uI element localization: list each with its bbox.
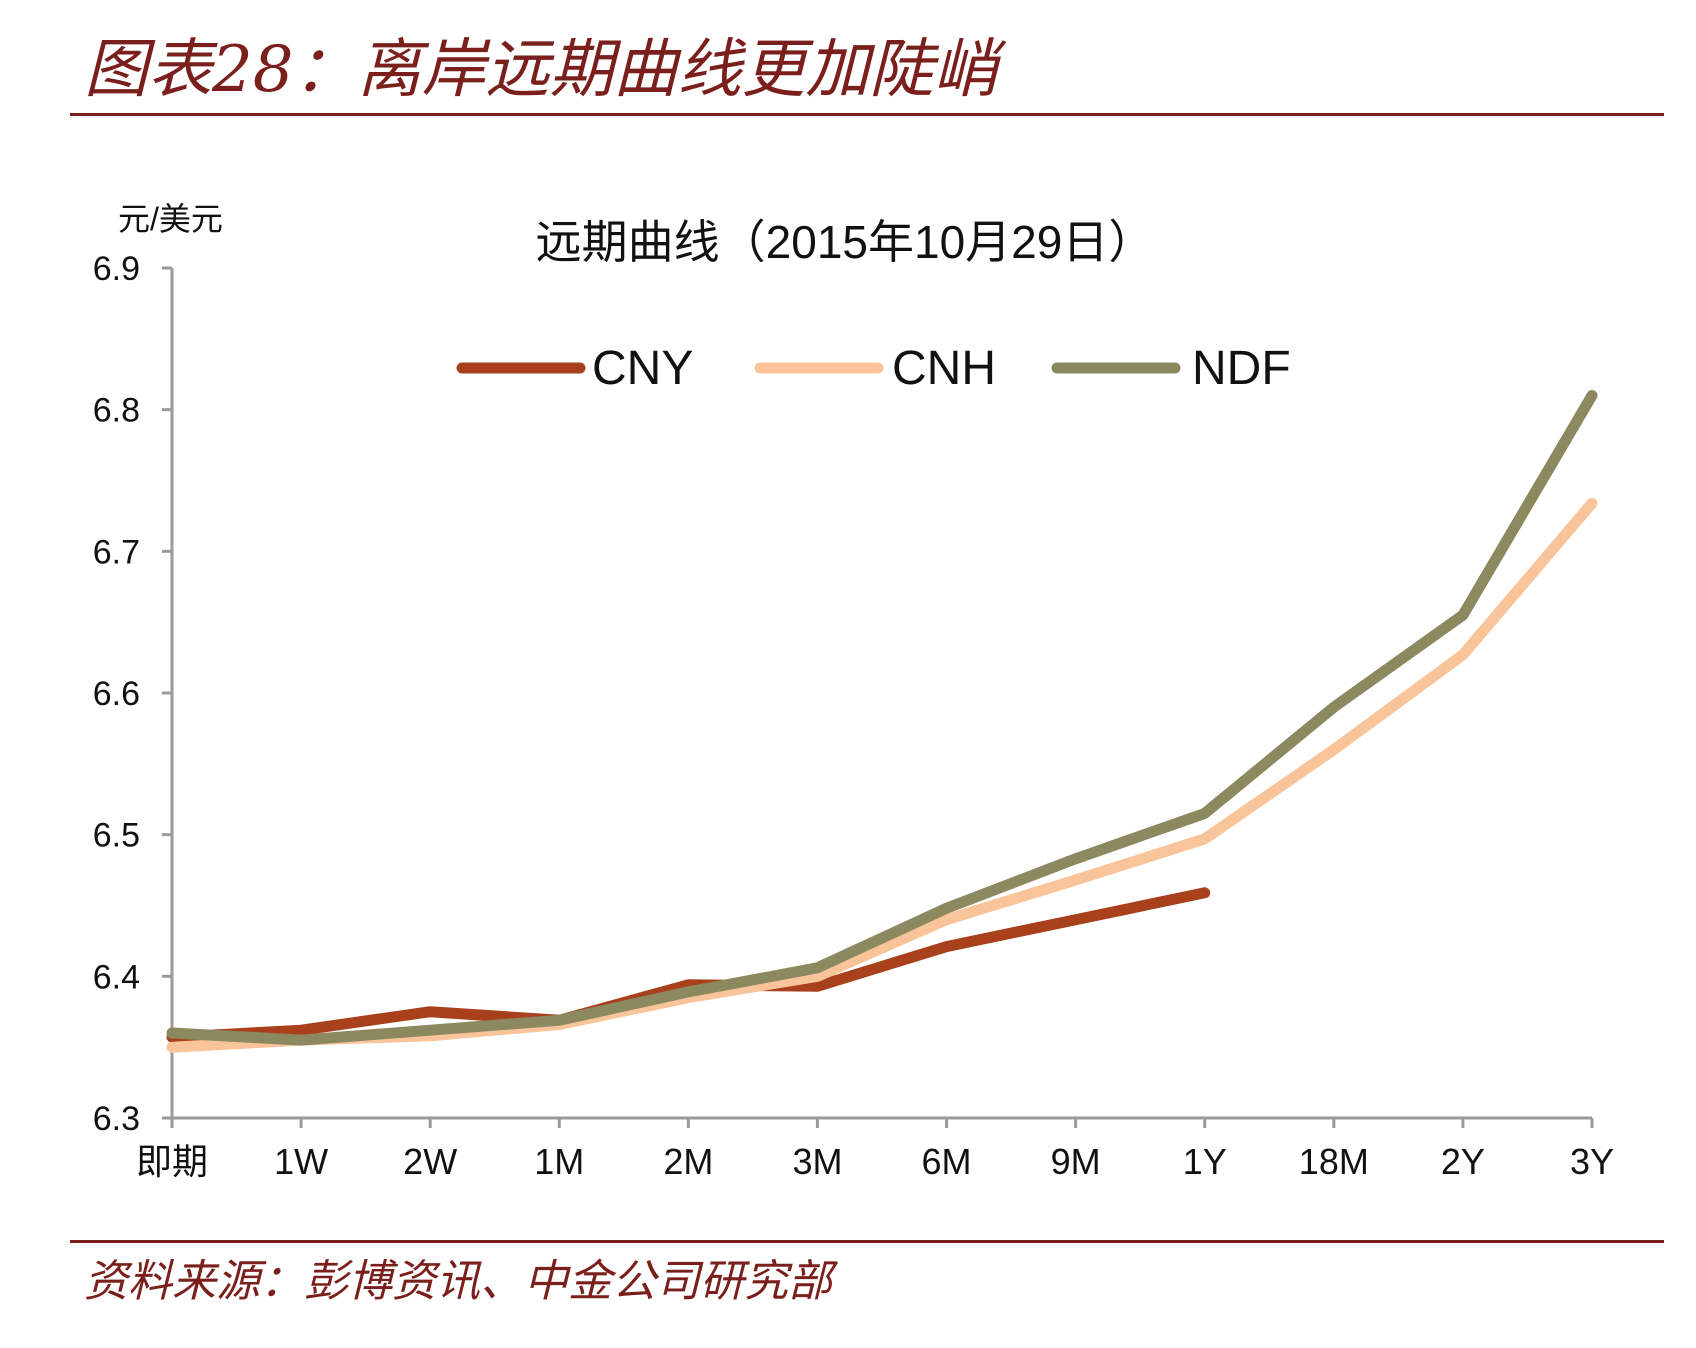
y-tick-label: 6.4 <box>93 958 140 996</box>
y-axis-unit-label: 元/美元 <box>118 201 223 237</box>
series-layer <box>166 390 1598 1053</box>
y-tick-label: 6.7 <box>93 533 140 571</box>
source-divider <box>70 1240 1664 1243</box>
series-line-ndf <box>166 390 1598 1046</box>
x-tick-label: 1Y <box>1183 1141 1227 1182</box>
legend: CNY CNH NDF <box>456 342 1291 395</box>
x-tick-label: 3Y <box>1570 1141 1614 1182</box>
x-tick-label: 即期 <box>136 1141 208 1182</box>
x-tick-label: 1W <box>274 1141 328 1182</box>
y-tick-label: 6.3 <box>93 1100 140 1138</box>
y-tick-label: 6.6 <box>93 675 140 713</box>
x-tick-label: 2M <box>663 1141 713 1182</box>
legend-label-cnh: CNH <box>892 342 996 395</box>
x-tick-label: 6M <box>922 1141 972 1182</box>
x-tick-label: 2W <box>403 1141 457 1182</box>
legend-label-ndf: NDF <box>1192 342 1291 395</box>
source-note: 资料来源：彭博资讯、中金公司研究部 <box>84 1256 832 1307</box>
y-tick-label: 6.8 <box>93 392 140 430</box>
x-tick-label: 1M <box>534 1141 584 1182</box>
figure-title: 图表28：离岸远期曲线更加陡峭 <box>84 33 998 107</box>
series-line-cny <box>166 887 1211 1043</box>
y-tick-label: 6.9 <box>93 250 140 288</box>
x-tick-label: 18M <box>1299 1141 1369 1182</box>
y-tick-label: 6.5 <box>93 817 140 855</box>
x-tick-label: 2Y <box>1441 1141 1485 1182</box>
axes: 6.3 6.4 6.5 6.6 6.7 6.8 6.9 即期 1W 2W 1M 2M 3M 6M 9M 1Y 1… <box>93 250 1614 1182</box>
x-tick-label: 9M <box>1051 1141 1101 1182</box>
x-tick-label: 3M <box>792 1141 842 1182</box>
chart-title: 远期曲线（2015年10月29日） <box>536 216 1155 268</box>
title-divider <box>70 113 1664 116</box>
legend-label-cny: CNY <box>592 342 693 395</box>
